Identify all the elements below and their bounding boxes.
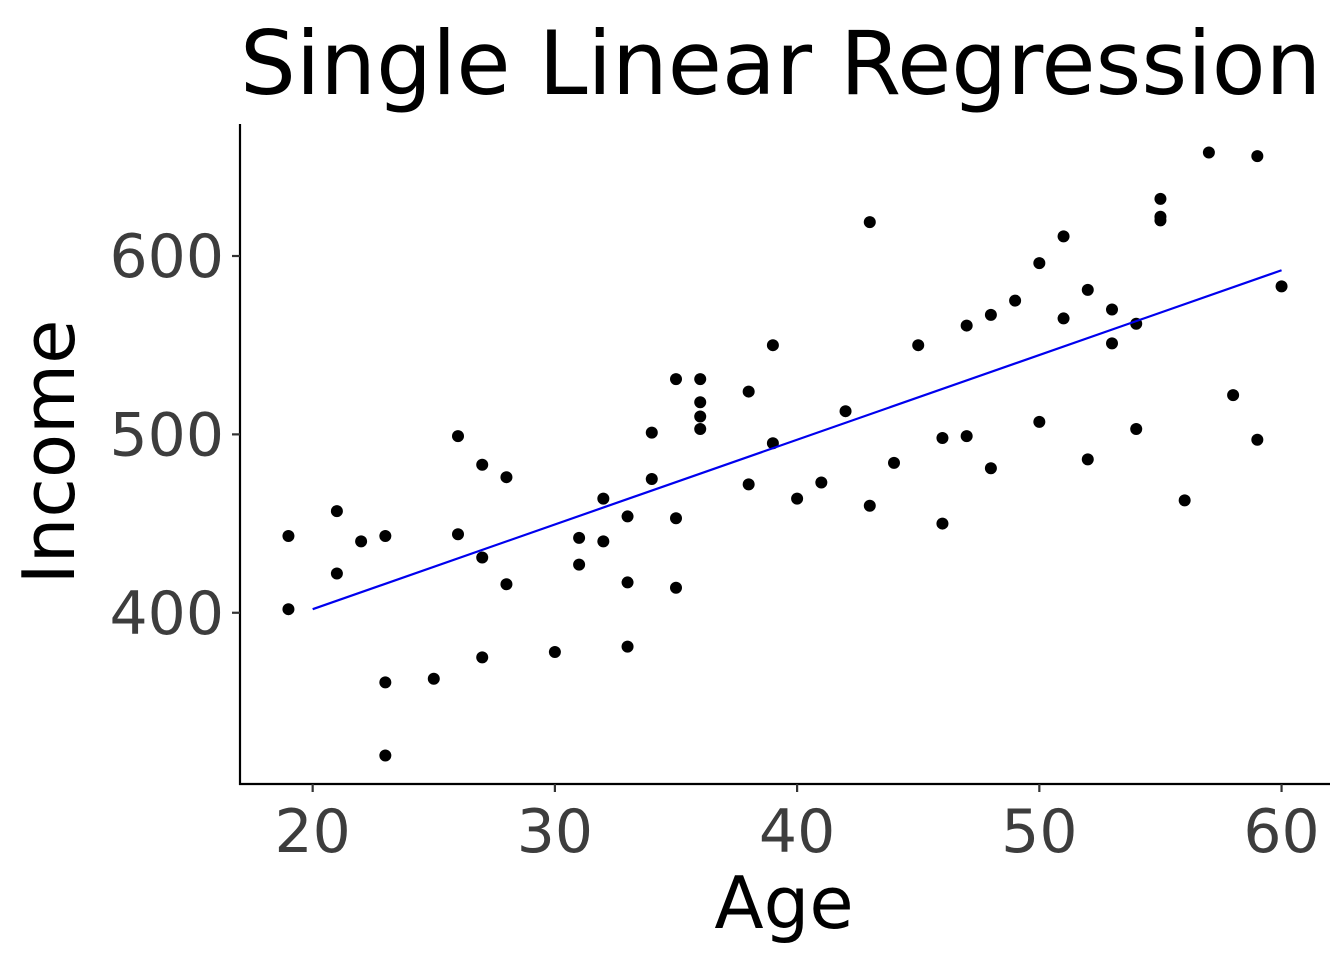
data-point <box>1057 312 1070 325</box>
data-point <box>1057 230 1070 243</box>
data-point <box>645 472 658 485</box>
data-point <box>863 216 876 229</box>
regression-line <box>312 269 1282 611</box>
data-point <box>621 576 634 589</box>
data-point <box>452 528 464 541</box>
data-point <box>500 471 513 484</box>
data-point <box>1009 294 1022 307</box>
data-point <box>355 535 368 548</box>
data-point <box>670 512 682 525</box>
data-point <box>694 396 707 409</box>
data-point <box>621 510 634 523</box>
data-point <box>282 530 295 543</box>
data-point <box>597 535 610 548</box>
data-point <box>330 505 343 518</box>
data-point <box>282 603 295 616</box>
data-point <box>645 426 658 439</box>
data-point <box>984 462 997 475</box>
data-point <box>1154 214 1167 227</box>
data-point <box>1251 433 1264 446</box>
data-point <box>1251 150 1264 163</box>
x-tick-label: 40 <box>759 797 835 867</box>
data-point <box>379 749 392 762</box>
data-point <box>984 308 997 321</box>
data-point <box>1154 192 1167 205</box>
x-tick-label: 20 <box>274 797 350 867</box>
y-tick-label: 400 <box>109 579 224 649</box>
x-axis-title: Age <box>714 861 853 945</box>
data-point <box>936 517 949 530</box>
data-point <box>548 646 561 658</box>
data-point <box>427 672 440 685</box>
data-point <box>863 499 876 512</box>
data-point <box>1227 389 1240 402</box>
data-point <box>694 373 707 386</box>
data-point <box>476 458 489 471</box>
data-point <box>742 478 755 491</box>
y-tick-label: 500 <box>109 400 224 470</box>
data-point <box>936 431 949 444</box>
data-point <box>330 567 343 580</box>
data-point <box>1081 283 1094 296</box>
data-point <box>888 456 900 469</box>
x-tick-label: 50 <box>1001 797 1077 867</box>
chart-title: Single Linear Regression <box>240 12 1321 115</box>
x-tick-label: 30 <box>517 797 593 867</box>
data-point <box>815 476 828 489</box>
data-point <box>839 405 852 418</box>
data-point <box>1202 146 1215 159</box>
axes: 20 30 40 50 60 400 500 600 <box>109 124 1330 867</box>
data-point <box>500 578 513 591</box>
data-point <box>476 551 489 564</box>
data-point <box>1178 494 1191 507</box>
data-point <box>452 430 464 443</box>
data-point <box>912 339 925 352</box>
plot-area <box>282 146 1288 762</box>
data-point <box>379 676 392 689</box>
data-point <box>621 640 634 653</box>
y-axis-title: Income <box>7 320 91 585</box>
data-point <box>1130 423 1143 436</box>
data-point <box>1106 337 1118 350</box>
data-point <box>597 492 610 505</box>
data-point <box>1081 453 1094 466</box>
data-point <box>1033 415 1046 428</box>
data-point <box>1106 303 1118 316</box>
data-point <box>960 319 973 332</box>
data-point <box>791 492 804 505</box>
data-point <box>766 339 779 352</box>
data-point <box>1275 280 1288 293</box>
x-tick-label: 60 <box>1243 797 1319 867</box>
data-point <box>670 581 682 594</box>
data-point <box>573 558 586 571</box>
y-tick-label: 600 <box>109 222 224 292</box>
data-point <box>379 530 392 543</box>
data-point <box>694 423 707 436</box>
data-point <box>476 651 489 664</box>
data-point <box>960 430 973 443</box>
data-point <box>573 531 586 544</box>
data-point <box>742 385 755 398</box>
data-point <box>1033 257 1046 270</box>
data-point <box>670 373 682 386</box>
data-point <box>694 410 707 423</box>
